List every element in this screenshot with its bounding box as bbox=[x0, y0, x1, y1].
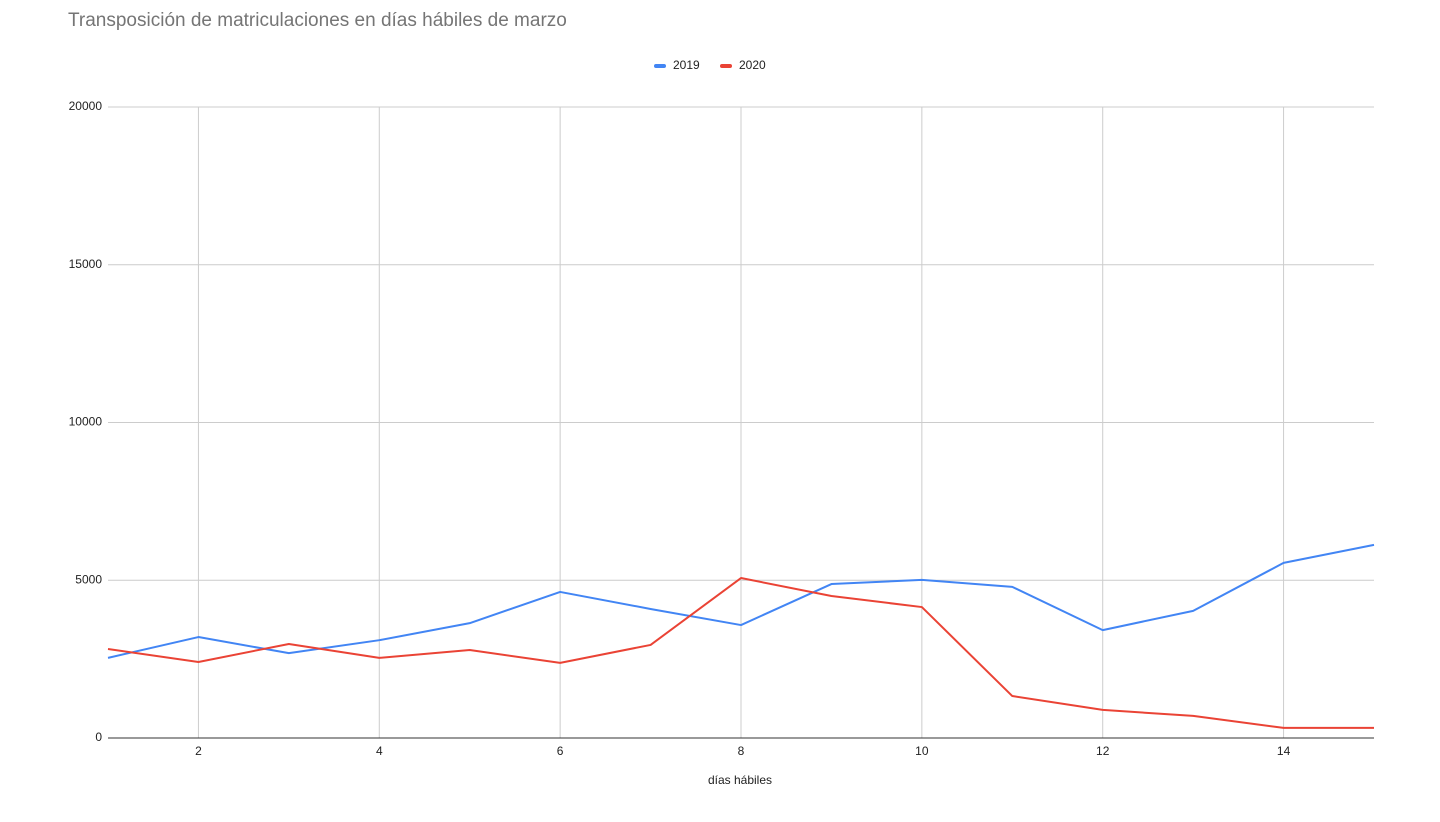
x-tick-label: 4 bbox=[376, 744, 383, 758]
y-tick-label: 20000 bbox=[69, 99, 103, 113]
x-tick-label: 12 bbox=[1096, 744, 1110, 758]
legend-swatch bbox=[654, 64, 666, 68]
chart-title: Transposición de matriculaciones en días… bbox=[68, 10, 567, 31]
y-tick-label: 15000 bbox=[69, 257, 103, 271]
x-tick-label: 10 bbox=[915, 744, 929, 758]
legend-swatch bbox=[720, 64, 732, 68]
y-tick-label: 10000 bbox=[69, 415, 103, 429]
y-tick-label: 5000 bbox=[75, 572, 102, 586]
legend-label: 2020 bbox=[739, 58, 766, 72]
x-tick-label: 6 bbox=[557, 744, 564, 758]
x-axis-label: días hábiles bbox=[708, 773, 772, 787]
y-tick-label: 0 bbox=[95, 730, 102, 744]
x-tick-label: 8 bbox=[738, 744, 745, 758]
x-tick-label: 2 bbox=[195, 744, 202, 758]
x-tick-label: 14 bbox=[1277, 744, 1291, 758]
legend-label: 2019 bbox=[673, 58, 700, 72]
series-line bbox=[107, 577, 1374, 729]
